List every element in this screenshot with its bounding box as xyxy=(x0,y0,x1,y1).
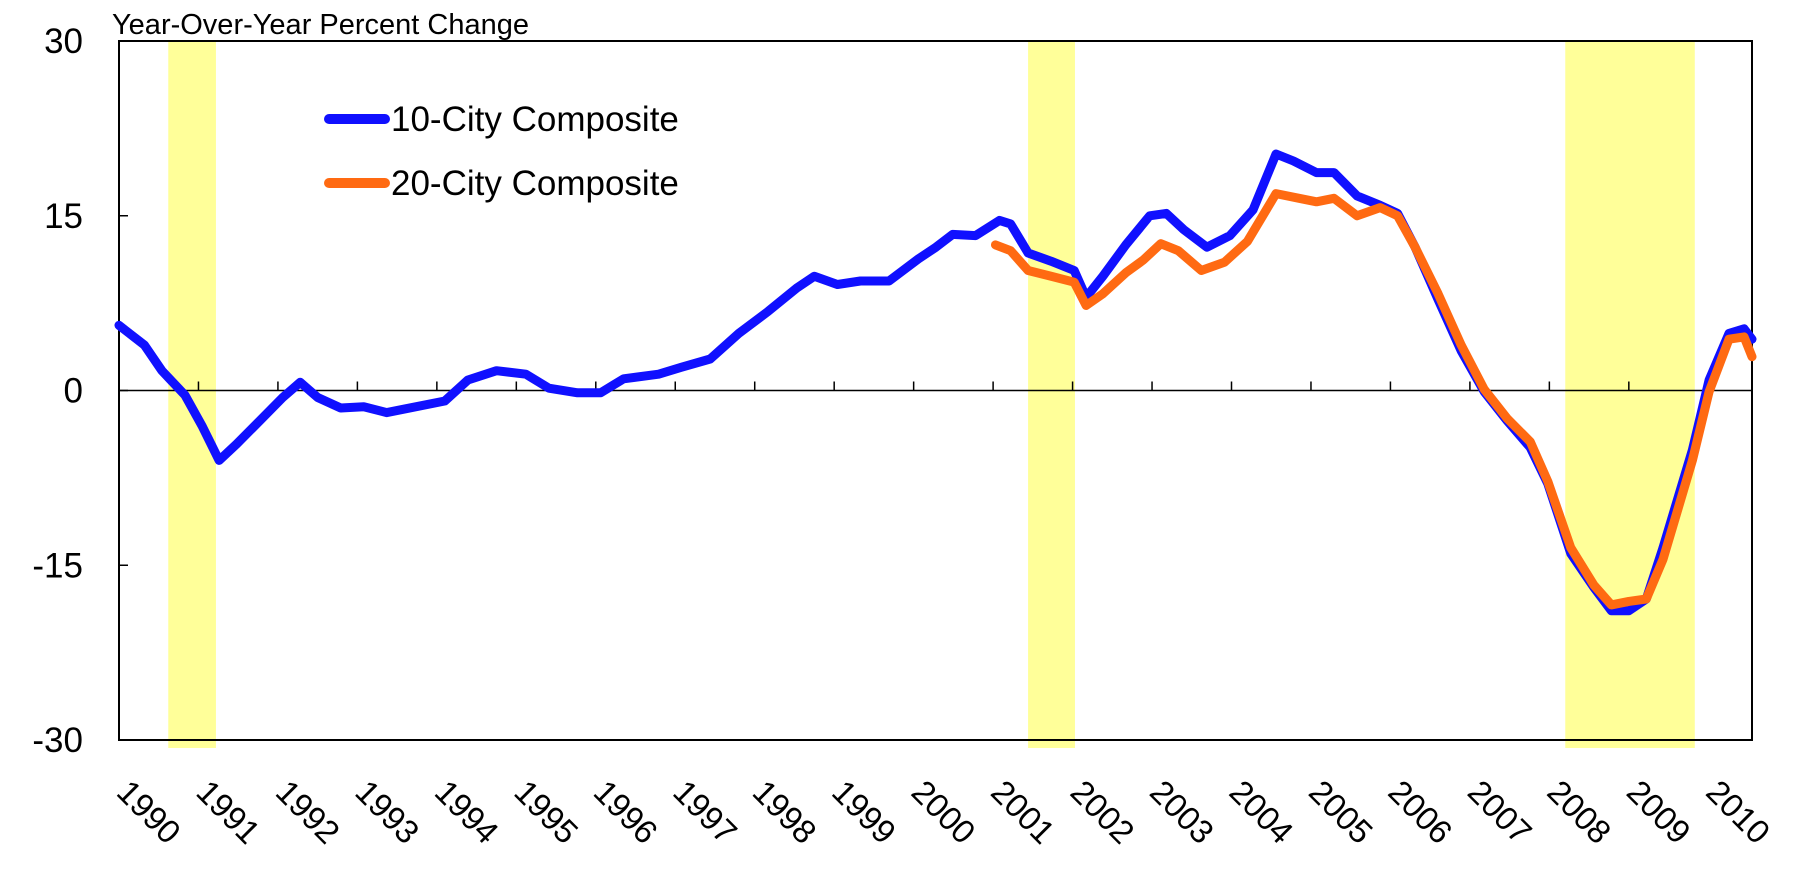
y-tick-label: 0 xyxy=(64,372,83,411)
x-tick-label: 2002 xyxy=(1064,773,1142,851)
x-tick-label: 2004 xyxy=(1223,773,1301,851)
y-tick-label: -15 xyxy=(32,546,83,585)
x-tick-label: 2005 xyxy=(1302,773,1380,851)
x-tick-label: 1997 xyxy=(666,773,744,851)
series-line xyxy=(114,149,1757,616)
x-tick-label: 1991 xyxy=(190,773,268,851)
x-tick-label: 1994 xyxy=(428,773,506,851)
x-tick-label: 2007 xyxy=(1461,773,1539,851)
legend-label: 20-City Composite xyxy=(391,164,679,203)
x-tick-label: 2009 xyxy=(1620,773,1698,851)
x-tick-label: 1999 xyxy=(825,773,903,851)
x-tick-label: 2006 xyxy=(1381,773,1459,851)
y-tick-label: 30 xyxy=(44,22,83,61)
recession-band xyxy=(1028,41,1075,748)
x-tick-label: 1992 xyxy=(269,773,347,851)
x-tick-label: 1998 xyxy=(746,773,824,851)
series-line xyxy=(991,189,1757,610)
y-tick-label: 15 xyxy=(44,197,83,236)
x-tick-label: 2001 xyxy=(984,773,1062,851)
recession-band xyxy=(1565,41,1695,748)
x-tick-label: 2000 xyxy=(905,773,983,851)
y-tick-label: -30 xyxy=(32,721,83,760)
x-tick-label: 2008 xyxy=(1540,773,1618,851)
x-tick-label: 1995 xyxy=(507,773,585,851)
y-axis-label: Year-Over-Year Percent Change xyxy=(112,9,529,41)
x-tick-label: 1993 xyxy=(348,773,426,851)
x-tick-label: 2010 xyxy=(1699,773,1777,851)
recession-band xyxy=(168,41,216,748)
x-tick-label: 2003 xyxy=(1143,773,1221,851)
x-tick-label: 1990 xyxy=(110,773,188,851)
legend-label: 10-City Composite xyxy=(391,100,679,139)
x-tick-label: 1996 xyxy=(587,773,665,851)
